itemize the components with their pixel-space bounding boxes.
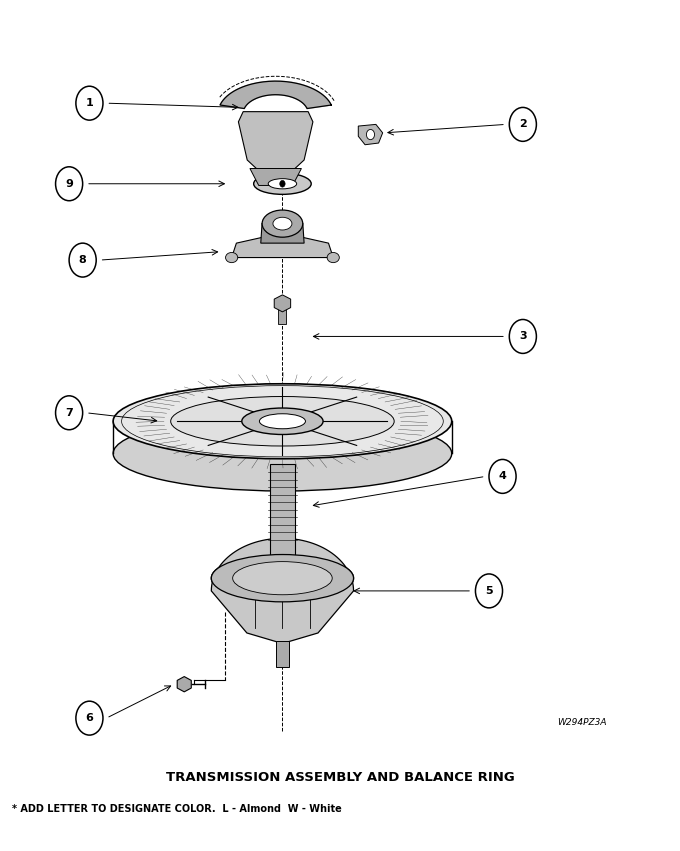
Text: 8: 8: [79, 255, 86, 266]
Polygon shape: [220, 81, 331, 109]
Circle shape: [76, 86, 103, 120]
Polygon shape: [260, 223, 304, 243]
Circle shape: [76, 701, 103, 735]
Ellipse shape: [226, 253, 238, 263]
Polygon shape: [274, 295, 290, 311]
Ellipse shape: [211, 555, 354, 602]
Circle shape: [475, 574, 503, 608]
Circle shape: [56, 396, 83, 430]
Text: W294PZ3A: W294PZ3A: [557, 717, 606, 727]
Polygon shape: [239, 111, 313, 177]
Polygon shape: [358, 124, 383, 145]
Circle shape: [367, 129, 375, 140]
Text: 1: 1: [86, 98, 93, 108]
Ellipse shape: [233, 562, 333, 595]
Ellipse shape: [273, 217, 292, 230]
Polygon shape: [278, 303, 286, 323]
Ellipse shape: [254, 173, 311, 194]
Ellipse shape: [171, 397, 394, 446]
Ellipse shape: [259, 414, 305, 429]
Ellipse shape: [268, 179, 296, 189]
Polygon shape: [270, 464, 294, 557]
Text: 7: 7: [65, 408, 73, 418]
Polygon shape: [177, 677, 191, 692]
Polygon shape: [275, 641, 289, 667]
Circle shape: [509, 107, 537, 141]
Text: TRANSMISSION ASSEMBLY AND BALANCE RING: TRANSMISSION ASSEMBLY AND BALANCE RING: [166, 771, 514, 784]
Circle shape: [56, 167, 83, 201]
Text: * ADD LETTER TO DESIGNATE COLOR.  L - Almond  W - White: * ADD LETTER TO DESIGNATE COLOR. L - Alm…: [12, 804, 341, 814]
Text: 5: 5: [485, 585, 493, 596]
Text: 9: 9: [65, 179, 73, 189]
Polygon shape: [232, 235, 333, 258]
Circle shape: [489, 460, 516, 494]
Text: 4: 4: [498, 471, 507, 482]
Text: 3: 3: [519, 331, 527, 341]
Ellipse shape: [211, 555, 354, 602]
Circle shape: [509, 319, 537, 353]
Circle shape: [69, 243, 96, 277]
Ellipse shape: [262, 210, 303, 237]
Ellipse shape: [113, 384, 452, 459]
Polygon shape: [250, 168, 301, 186]
Text: 2: 2: [519, 119, 527, 129]
Ellipse shape: [242, 408, 323, 435]
Text: 6: 6: [86, 713, 93, 723]
Circle shape: [279, 180, 285, 187]
Polygon shape: [211, 539, 354, 643]
Ellipse shape: [113, 416, 452, 491]
Ellipse shape: [327, 253, 339, 263]
